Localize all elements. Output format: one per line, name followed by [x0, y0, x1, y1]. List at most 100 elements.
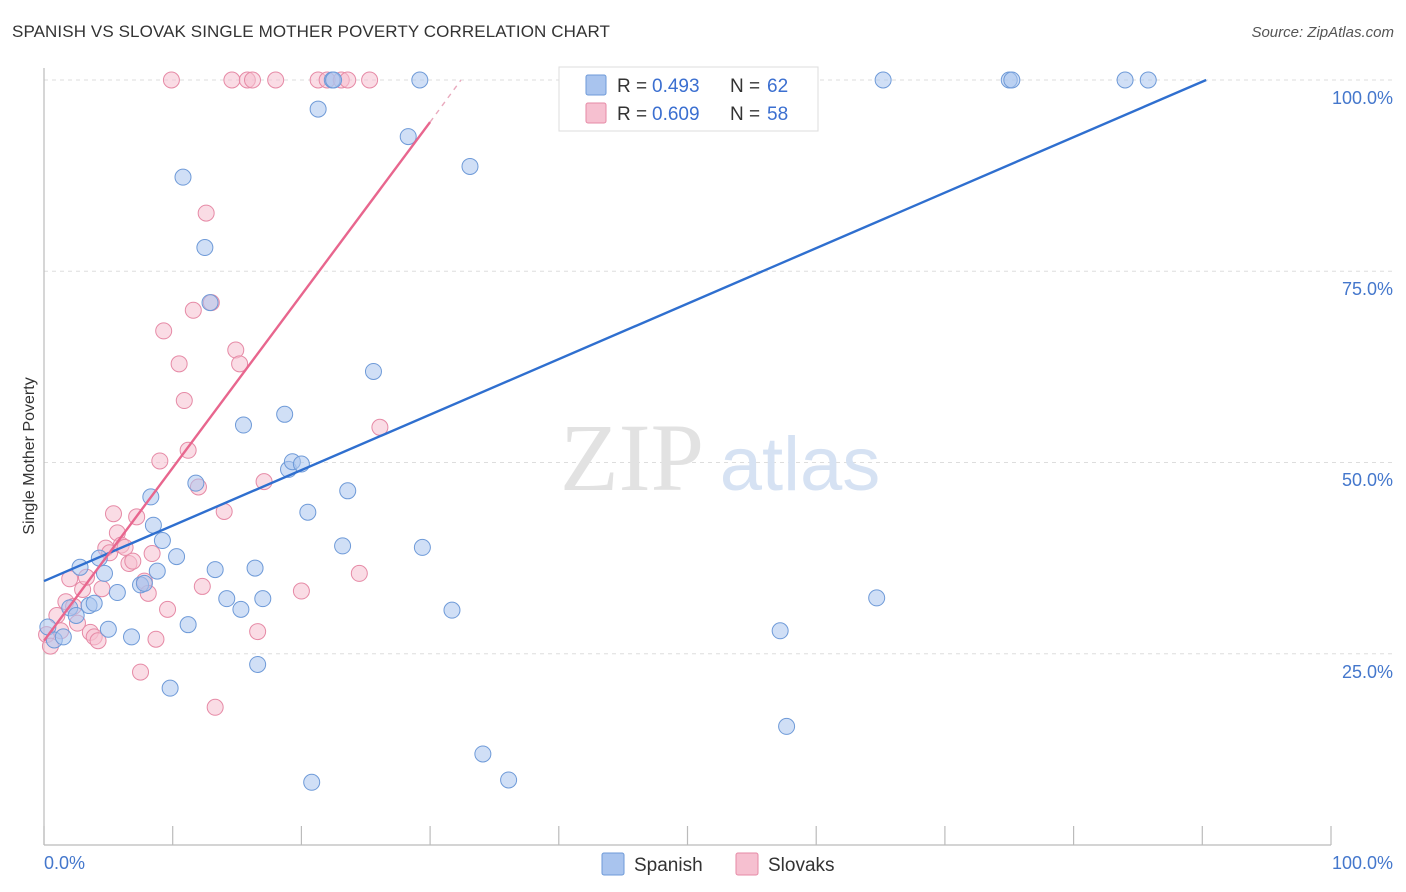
spanish-point	[67, 607, 85, 624]
legend-spanish-swatch	[585, 74, 607, 96]
spanish-point	[206, 561, 224, 579]
y-tick-100: 100.0%	[1332, 88, 1393, 108]
spanish-point	[187, 474, 205, 492]
x-tick-0: 0.0%	[44, 853, 85, 873]
slovak-point	[175, 392, 193, 410]
spanish-point	[276, 405, 294, 423]
spanish-point	[874, 71, 892, 89]
slovak-point	[124, 552, 142, 570]
spanish-point	[108, 584, 126, 602]
slovak-point	[159, 600, 177, 618]
legend-spanish-r-label: R =	[617, 76, 647, 97]
bottom-legend-spanish-label: Spanish	[634, 855, 703, 876]
spanish-trend-line	[43, 78, 1207, 583]
y-tick-75: 75.0%	[1342, 279, 1393, 299]
spanish-point	[232, 600, 250, 618]
spanish-point	[218, 590, 236, 608]
legend-slovak-r-value: 0.609	[652, 104, 700, 125]
spanish-point	[54, 628, 72, 646]
spanish-point	[135, 574, 153, 592]
series-legend: Spanish Slovaks	[601, 852, 835, 876]
spanish-point	[334, 537, 352, 555]
slovak-point	[147, 630, 165, 648]
spanish-point	[201, 294, 219, 312]
slovak-point	[197, 204, 215, 222]
spanish-point	[474, 745, 492, 763]
slovak-point	[350, 564, 368, 582]
slovak-trend-extension	[429, 79, 462, 123]
watermark-zip: ZIP	[560, 404, 704, 511]
spanish-point	[196, 239, 214, 257]
y-tick-25: 25.0%	[1342, 662, 1393, 682]
correlation-legend: R = 0.493 N = 62 R = 0.609 N = 58	[558, 66, 819, 132]
spanish-point	[254, 590, 272, 608]
slovak-point	[243, 71, 261, 89]
slovak-point	[292, 582, 310, 600]
spanish-point	[161, 679, 179, 697]
bottom-legend-slovak-label: Slovaks	[768, 855, 835, 876]
slovak-point	[206, 698, 224, 716]
spanish-point	[303, 773, 321, 791]
slovak-point	[104, 505, 122, 523]
spanish-point	[85, 594, 103, 612]
spanish-point	[1116, 71, 1134, 89]
spanish-point	[168, 548, 186, 566]
spanish-point	[325, 71, 343, 89]
spanish-point	[364, 362, 382, 380]
spanish-point	[234, 416, 252, 434]
spanish-point	[1003, 71, 1021, 89]
spanish-point	[153, 532, 171, 550]
slovak-point	[162, 71, 180, 89]
spanish-point	[339, 482, 357, 500]
spanish-point	[778, 717, 796, 735]
slovak-point	[89, 632, 107, 650]
slovak-point	[170, 355, 188, 373]
spanish-point	[461, 157, 479, 175]
source-label: Source: ZipAtlas.com	[1251, 24, 1394, 41]
spanish-point	[500, 771, 518, 789]
legend-slovak-n-label: N =	[730, 104, 760, 125]
spanish-point	[443, 601, 461, 619]
spanish-point	[246, 559, 264, 577]
spanish-point	[771, 622, 789, 640]
spanish-point	[399, 128, 417, 146]
spanish-point	[249, 655, 267, 673]
slovak-point	[151, 452, 169, 470]
slovak-point	[339, 71, 357, 89]
spanish-point	[179, 616, 197, 634]
slovak-point	[184, 301, 202, 319]
y-axis-label: Single Mother Poverty	[21, 377, 38, 534]
legend-spanish-r-value: 0.493	[652, 76, 700, 97]
spanish-point	[309, 100, 327, 118]
legend-slovak-n-value: 58	[767, 104, 788, 125]
spanish-point	[95, 564, 113, 582]
slovak-point	[231, 355, 249, 373]
legend-spanish-n-label: N =	[730, 76, 760, 97]
spanish-point	[174, 168, 192, 186]
x-tick-100: 100.0%	[1332, 853, 1393, 873]
chart-title: SPANISH VS SLOVAK SINGLE MOTHER POVERTY …	[12, 22, 611, 41]
spanish-point	[99, 620, 117, 638]
slovak-point	[143, 545, 161, 563]
watermark-atlas: atlas	[720, 422, 881, 507]
legend-spanish-n-value: 62	[767, 76, 788, 97]
legend-slovak-r-label: R =	[617, 104, 647, 125]
slovak-point	[249, 623, 267, 641]
slovak-trend-line	[43, 121, 432, 642]
spanish-point	[868, 589, 886, 607]
spanish-point	[411, 71, 429, 89]
bottom-legend-slovak-swatch	[735, 852, 759, 876]
slovak-point	[267, 71, 285, 89]
slovak-point	[223, 71, 241, 89]
spanish-point	[299, 503, 317, 521]
slovak-point	[155, 322, 173, 340]
slovak-point	[93, 580, 111, 598]
spanish-point	[123, 628, 141, 646]
slovak-points	[38, 71, 389, 716]
spanish-point	[1139, 71, 1157, 89]
slovak-point	[193, 577, 211, 595]
legend-slovak-swatch	[585, 102, 607, 124]
y-tick-50: 50.0%	[1342, 470, 1393, 490]
spanish-point	[413, 538, 431, 556]
